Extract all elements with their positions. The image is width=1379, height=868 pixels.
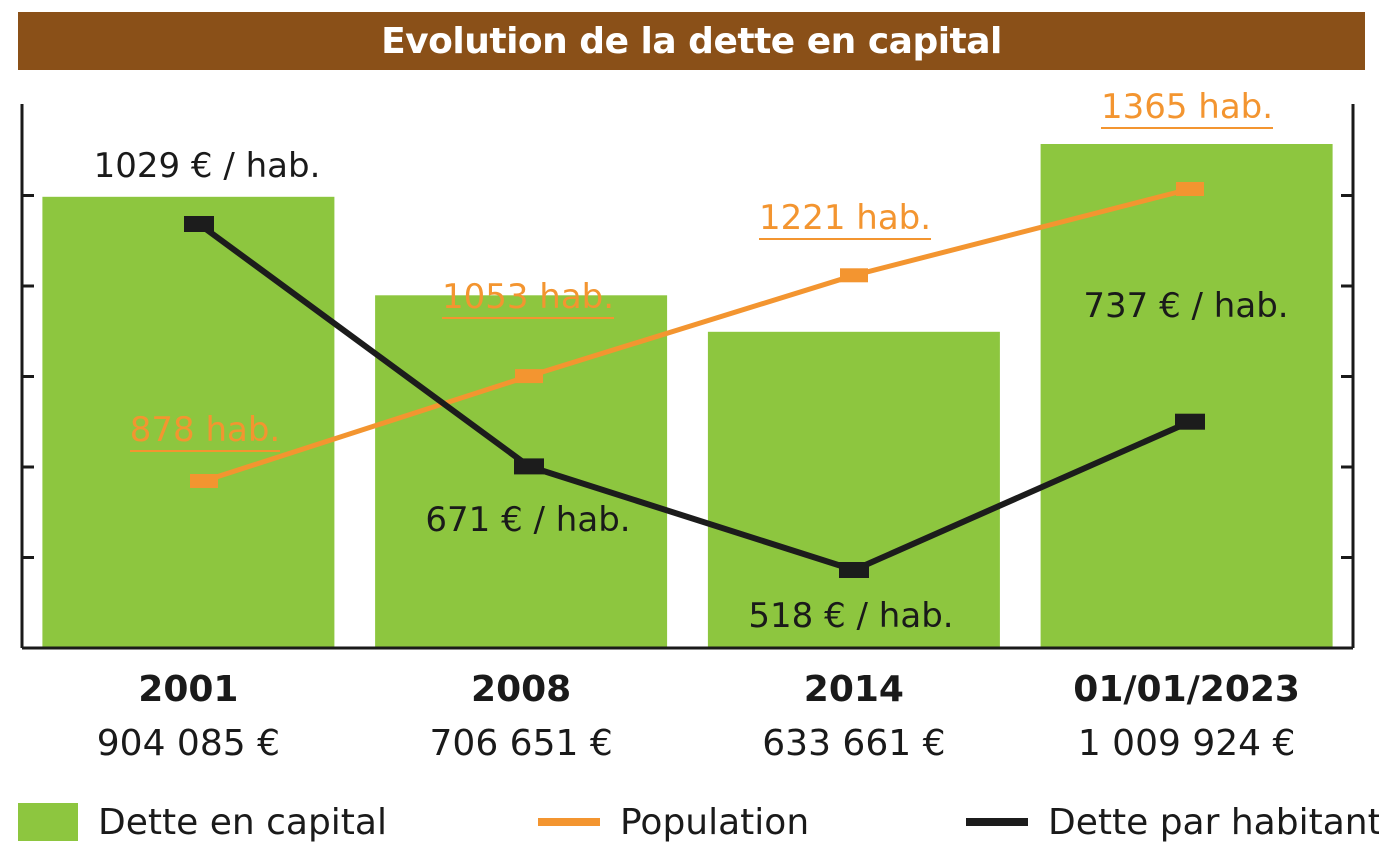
legend-label-dette-capital: Dette en capital xyxy=(98,801,387,843)
population-point-1 xyxy=(515,369,543,384)
bar-0 xyxy=(42,196,335,649)
legend-item-dette-capital: Dette en capital xyxy=(18,796,387,848)
population-point-2 xyxy=(840,268,868,283)
category-label-0: 2001 xyxy=(138,669,238,710)
population-label-3: 1365 hab. xyxy=(1101,87,1273,127)
dette-habitant-line xyxy=(197,221,1192,574)
bar-value-label-1: 706 651 € xyxy=(430,723,613,764)
dette-habitant-point-1 xyxy=(514,458,544,475)
population-point-0 xyxy=(190,474,218,488)
legend-swatch-dette-habitant-line xyxy=(966,818,1028,826)
dette-habitant-point-3 xyxy=(1175,413,1205,430)
chart-plot: 2001 904 085 € 2008 706 651 € 2014 633 661 € 0… xyxy=(20,87,1355,764)
population-label-1: 1053 hab. xyxy=(442,277,614,317)
legend-swatch-population-line xyxy=(538,818,600,826)
population-label-2: 1221 hab. xyxy=(759,198,931,238)
dette-habitant-label-0: 1029 € / hab. xyxy=(94,146,321,186)
category-label-1: 2008 xyxy=(471,669,571,710)
bar-value-label-0: 904 085 € xyxy=(97,723,280,764)
category-label-2: 2014 xyxy=(804,669,904,710)
bar-value-label-3: 1 009 924 € xyxy=(1078,723,1296,764)
bar-value-label-2: 633 661 € xyxy=(762,723,945,764)
population-point-3 xyxy=(1176,182,1204,196)
dette-habitant-label-2: 518 € / hab. xyxy=(748,596,953,636)
chart-title: Evolution de la dette en capital xyxy=(381,20,1002,62)
legend-item-dette-habitant: Dette par habitant xyxy=(966,796,1379,848)
bar-2 xyxy=(707,331,1000,648)
dette-habitant-point-0 xyxy=(184,216,214,232)
population-line xyxy=(203,186,1191,484)
dette-habitant-label-1: 671 € / hab. xyxy=(425,500,630,540)
population-label-0: 878 hab. xyxy=(130,410,280,450)
legend: Dette en capital Population Dette par ha… xyxy=(18,796,1379,848)
category-label-3: 01/01/2023 xyxy=(1073,669,1300,710)
legend-item-population: Population xyxy=(538,796,809,848)
bar-3 xyxy=(1040,144,1333,648)
chart-title-bar: Evolution de la dette en capital xyxy=(18,12,1365,70)
legend-label-dette-habitant: Dette par habitant xyxy=(1048,801,1379,843)
legend-swatch-bars xyxy=(18,803,78,841)
legend-label-population: Population xyxy=(620,801,810,843)
dette-habitant-label-3: 737 € / hab. xyxy=(1083,286,1288,326)
dette-habitant-point-2 xyxy=(839,562,869,578)
